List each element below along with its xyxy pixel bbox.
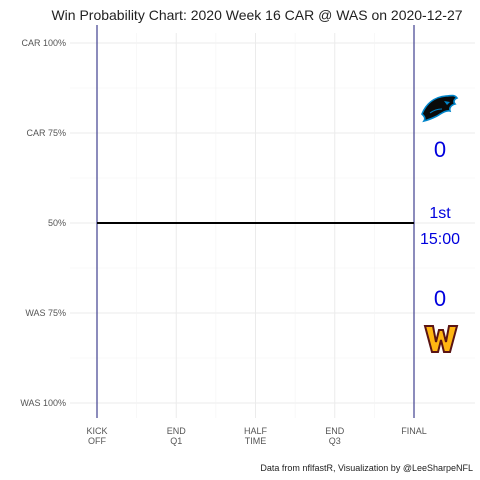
scoreboard: 0 1st 15:00 0 bbox=[420, 94, 460, 353]
x-axis-labels: KICK OFF END Q1 HALF TIME END Q3 FINAL bbox=[86, 426, 426, 446]
y-tick-label: WAS 75% bbox=[25, 308, 66, 318]
y-tick-label: 50% bbox=[48, 218, 66, 228]
chart-caption: Data from nflfastR, Visualization by @Le… bbox=[260, 463, 473, 473]
washington-w-logo-icon bbox=[423, 325, 459, 353]
away-score: 0 bbox=[434, 137, 446, 162]
kickoff-final-lines bbox=[96, 25, 415, 418]
x-tick-label: END Q3 bbox=[325, 426, 345, 446]
x-tick-label: HALF TIME bbox=[244, 426, 268, 446]
panthers-logo-icon bbox=[421, 94, 459, 123]
y-tick-label: CAR 100% bbox=[21, 38, 66, 48]
chart-title: Win Probability Chart: 2020 Week 16 CAR … bbox=[51, 7, 462, 23]
game-clock: 15:00 bbox=[420, 231, 460, 248]
x-tick-label: FINAL bbox=[401, 426, 427, 436]
y-tick-label: CAR 75% bbox=[26, 128, 66, 138]
home-score: 0 bbox=[434, 286, 446, 311]
x-tick-label: KICK OFF bbox=[86, 426, 107, 446]
x-tick-label: END Q1 bbox=[167, 426, 187, 446]
y-axis-labels: CAR 100% CAR 75% 50% WAS 75% WAS 100% bbox=[20, 38, 66, 408]
quarter-label: 1st bbox=[429, 205, 451, 222]
y-tick-label: WAS 100% bbox=[20, 398, 66, 408]
